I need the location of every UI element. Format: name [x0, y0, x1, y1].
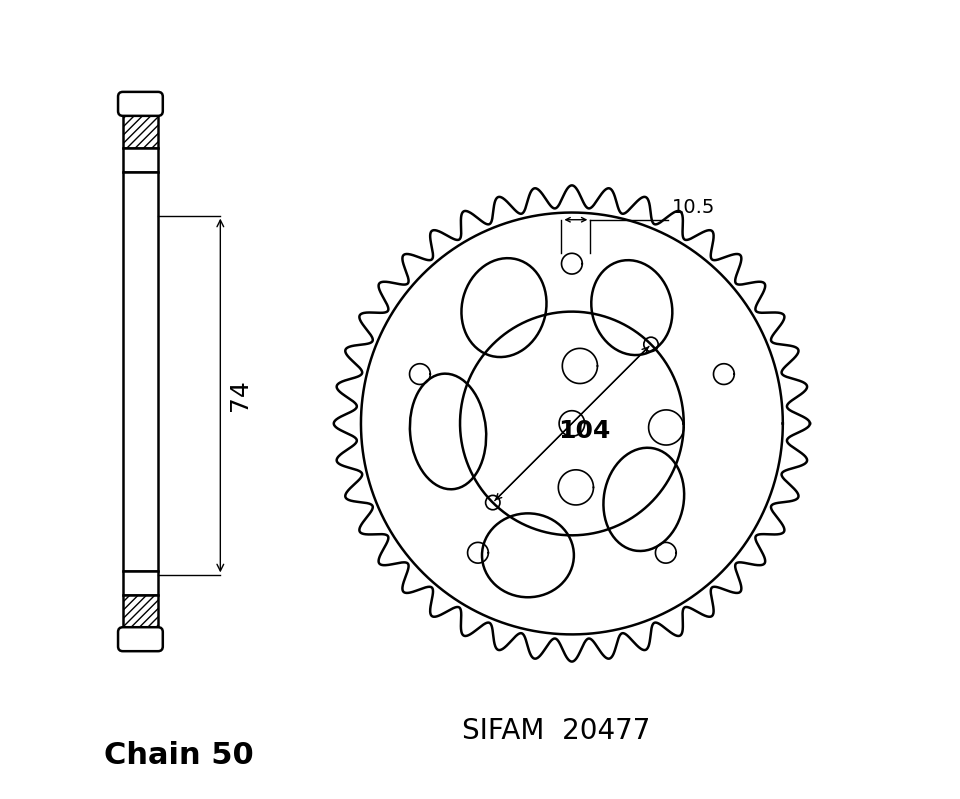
Text: 104: 104	[558, 419, 610, 443]
Text: Chain 50: Chain 50	[105, 741, 254, 769]
Text: SIFAM  20477: SIFAM 20477	[462, 717, 650, 745]
FancyBboxPatch shape	[118, 92, 163, 116]
Text: 74: 74	[228, 380, 252, 411]
Bar	[123, 571, 158, 595]
Bar	[123, 104, 158, 148]
Bar	[123, 595, 158, 639]
FancyBboxPatch shape	[118, 627, 163, 651]
Bar	[123, 172, 158, 571]
Bar	[123, 148, 158, 172]
Text: 10.5: 10.5	[672, 198, 715, 217]
